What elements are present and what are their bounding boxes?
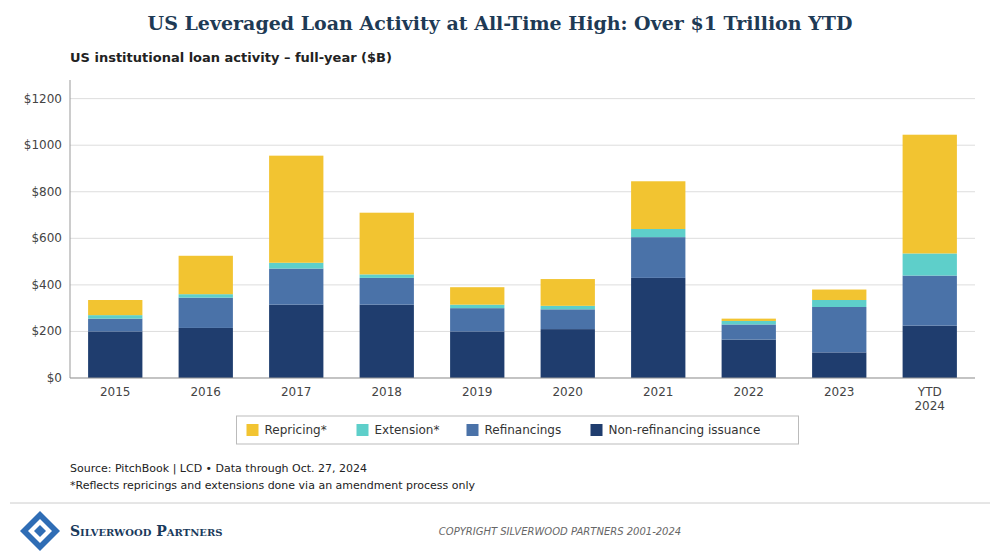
x-tick-label: 2015 bbox=[100, 385, 131, 399]
bar-segment bbox=[269, 156, 323, 263]
logo bbox=[28, 519, 52, 543]
legend-label: Repricing* bbox=[265, 423, 327, 437]
bar-segment bbox=[179, 294, 233, 297]
x-tick-label: 2019 bbox=[462, 385, 493, 399]
y-tick-label: $0 bbox=[47, 371, 62, 385]
bar-segment bbox=[88, 315, 142, 318]
x-tick-label: 2016 bbox=[190, 385, 221, 399]
y-tick-label: $600 bbox=[31, 231, 62, 245]
x-tick-label: 2023 bbox=[824, 385, 855, 399]
legend: Repricing* Extension* Refinancings Non-refi… bbox=[237, 416, 799, 444]
legend-swatch bbox=[247, 424, 259, 436]
y-tick-label: $200 bbox=[31, 324, 62, 338]
x-tick-label-line: 2024 bbox=[914, 399, 945, 413]
bar-segment bbox=[903, 326, 957, 378]
bar-segment bbox=[360, 278, 414, 305]
x-tick-label-line: YTD bbox=[917, 385, 942, 399]
bar-segment bbox=[450, 308, 504, 331]
x-axis-line bbox=[70, 378, 975, 379]
x-tick-label-line: 2017 bbox=[281, 385, 312, 399]
x-tick-label: 2022 bbox=[733, 385, 764, 399]
x-tick-label-line: 2019 bbox=[462, 385, 493, 399]
bar-segment bbox=[179, 328, 233, 378]
bar-segment bbox=[541, 329, 595, 378]
bars bbox=[88, 135, 957, 378]
bar-segment bbox=[360, 305, 414, 378]
grid-line bbox=[70, 378, 975, 379]
bar-segment bbox=[812, 290, 866, 300]
y-tick-label: $400 bbox=[31, 278, 62, 292]
x-tick-label-line: 2022 bbox=[733, 385, 764, 399]
chart-svg: US Leveraged Loan Activity at All-Time H… bbox=[0, 0, 1000, 560]
x-tick-label-line: 2018 bbox=[371, 385, 402, 399]
bar-segment bbox=[722, 340, 776, 378]
bar-segment bbox=[450, 287, 504, 304]
x-tick-label-line: 2020 bbox=[552, 385, 583, 399]
x-tick-label: 2017 bbox=[281, 385, 312, 399]
grid-line bbox=[70, 145, 975, 146]
company-name: Silverwood Partners bbox=[70, 523, 222, 539]
bar-segment bbox=[360, 274, 414, 277]
footnote: *Reflects repricings and extensions done… bbox=[70, 479, 476, 492]
bar-segment bbox=[631, 278, 685, 378]
bar-segment bbox=[812, 300, 866, 307]
bar-segment bbox=[269, 305, 323, 378]
bar-segment bbox=[179, 256, 233, 294]
bar-segment bbox=[903, 276, 957, 326]
bar-segment bbox=[450, 305, 504, 308]
subtitle: US institutional loan activity – full-ye… bbox=[70, 50, 392, 65]
x-tick-label-line: 2015 bbox=[100, 385, 131, 399]
grid-line bbox=[70, 238, 975, 239]
bar-segment bbox=[722, 319, 776, 321]
bar-segment bbox=[88, 300, 142, 315]
bar-segment bbox=[269, 263, 323, 269]
x-tick-label-line: 2023 bbox=[824, 385, 855, 399]
bar-segment bbox=[179, 298, 233, 328]
x-tick-label: YTD2024 bbox=[914, 385, 945, 413]
bar-segment bbox=[541, 309, 595, 329]
y-tick-label: $1200 bbox=[24, 92, 62, 106]
bar-segment bbox=[88, 319, 142, 332]
title: US Leveraged Loan Activity at All-Time H… bbox=[148, 12, 853, 34]
bar-segment bbox=[722, 321, 776, 324]
bar-segment bbox=[903, 135, 957, 254]
bar-segment bbox=[269, 269, 323, 305]
bar-segment bbox=[450, 331, 504, 378]
footer-text: COPYRIGHT SILVERWOOD PARTNERS 2001-2024 bbox=[439, 526, 681, 537]
bar-segment bbox=[631, 229, 685, 237]
bar-segment bbox=[812, 352, 866, 378]
footer-separator bbox=[10, 503, 990, 504]
bar-segment bbox=[903, 253, 957, 275]
bar-segment bbox=[722, 324, 776, 339]
bar-segment bbox=[812, 307, 866, 352]
y-tick-label: $1000 bbox=[24, 138, 62, 152]
legend-label: Refinancings bbox=[485, 423, 562, 437]
logo bbox=[20, 511, 60, 551]
source-note: Source: PitchBook | LCD • Data through O… bbox=[70, 462, 367, 475]
x-tick-label: 2020 bbox=[552, 385, 583, 399]
legend-swatch bbox=[467, 424, 479, 436]
y-tick-label: $800 bbox=[31, 185, 62, 199]
x-tick-label: 2018 bbox=[371, 385, 402, 399]
logo bbox=[34, 525, 46, 537]
bar-segment bbox=[631, 181, 685, 229]
grid-line bbox=[70, 98, 975, 99]
x-tick-label-line: 2016 bbox=[190, 385, 221, 399]
legend-swatch bbox=[357, 424, 369, 436]
legend-label: Extension* bbox=[375, 423, 440, 437]
x-tick-label: 2021 bbox=[643, 385, 674, 399]
legend-label: Non-refinancing issuance bbox=[609, 423, 761, 437]
bar-segment bbox=[88, 331, 142, 378]
bar-segment bbox=[541, 306, 595, 309]
legend-swatch bbox=[591, 424, 603, 436]
bar-segment bbox=[360, 213, 414, 275]
x-tick-label-line: 2021 bbox=[643, 385, 674, 399]
bar-segment bbox=[631, 237, 685, 278]
bar-segment bbox=[541, 279, 595, 306]
y-axis-line bbox=[70, 80, 71, 378]
legend-frame bbox=[237, 416, 799, 444]
grid-line bbox=[70, 191, 975, 192]
